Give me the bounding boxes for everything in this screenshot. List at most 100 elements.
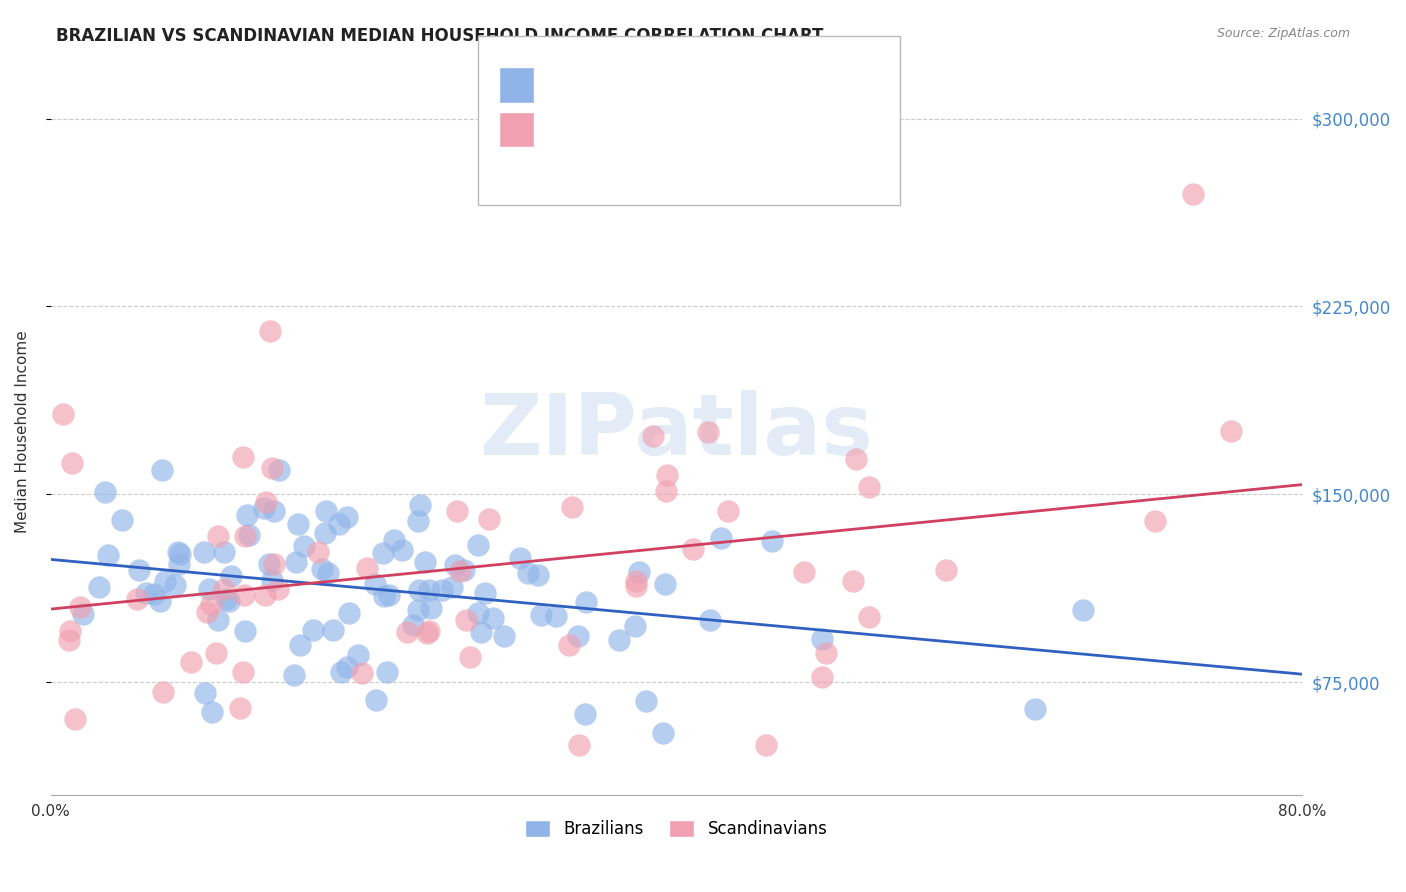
- Brazilians: [215, 591, 238, 606]
- Brazilians: [201, 706, 224, 720]
- Brazilians: [627, 565, 650, 579]
- Brazilians: [636, 694, 658, 708]
- Brazilians: [287, 517, 309, 532]
- Brazilians: [408, 583, 430, 598]
- Scandinavians: [696, 425, 718, 439]
- Scandinavians: [458, 649, 481, 664]
- Brazilians: [253, 501, 276, 516]
- Brazilians: [402, 618, 425, 632]
- Scandinavians: [58, 633, 80, 648]
- Scandinavians: [641, 429, 664, 443]
- Brazilians: [236, 508, 259, 522]
- Brazilians: [285, 555, 308, 569]
- Brazilians: [238, 528, 260, 542]
- Legend: Brazilians, Scandinavians: Brazilians, Scandinavians: [519, 813, 834, 845]
- Text: ZIPatlas: ZIPatlas: [479, 390, 873, 473]
- Scandinavians: [558, 638, 581, 652]
- Scandinavians: [655, 468, 678, 483]
- Scandinavians: [811, 670, 834, 684]
- Brazilians: [135, 586, 157, 600]
- Scandinavians: [478, 512, 501, 526]
- Brazilians: [406, 514, 429, 528]
- Scandinavians: [233, 529, 256, 543]
- Scandinavians: [416, 626, 439, 640]
- Brazilians: [221, 569, 243, 583]
- Scandinavians: [125, 591, 148, 606]
- Brazilians: [207, 613, 229, 627]
- Brazilians: [218, 593, 240, 607]
- Brazilians: [710, 532, 733, 546]
- Text: N =: N =: [668, 127, 716, 145]
- Brazilians: [167, 558, 190, 572]
- Scandinavians: [655, 484, 678, 499]
- Brazilians: [194, 685, 217, 699]
- Brazilians: [169, 547, 191, 561]
- Brazilians: [377, 588, 399, 602]
- Brazilians: [382, 533, 405, 547]
- Scandinavians: [842, 574, 865, 589]
- Scandinavians: [254, 495, 277, 509]
- Scandinavians: [858, 480, 880, 494]
- Brazilians: [406, 603, 429, 617]
- Scandinavians: [307, 545, 329, 559]
- Brazilians: [1071, 603, 1094, 617]
- Brazilians: [263, 504, 285, 518]
- Scandinavians: [65, 712, 87, 726]
- Brazilians: [453, 563, 475, 577]
- Brazilians: [72, 607, 94, 622]
- Scandinavians: [624, 579, 647, 593]
- Text: 0.188: 0.188: [598, 127, 650, 145]
- Brazilians: [391, 543, 413, 558]
- Brazilians: [347, 648, 370, 662]
- Brazilians: [163, 578, 186, 592]
- Scandinavians: [212, 582, 235, 596]
- Brazilians: [97, 548, 120, 562]
- Scandinavians: [59, 624, 82, 639]
- Brazilians: [167, 544, 190, 558]
- Brazilians: [335, 510, 357, 524]
- Text: R =: R =: [546, 127, 582, 145]
- Scandinavians: [207, 529, 229, 543]
- Brazilians: [364, 692, 387, 706]
- Brazilians: [467, 538, 489, 552]
- Scandinavians: [259, 325, 281, 339]
- Brazilians: [89, 580, 111, 594]
- Brazilians: [509, 551, 531, 566]
- Scandinavians: [561, 500, 583, 514]
- Brazilians: [443, 558, 465, 572]
- Brazilians: [761, 533, 783, 548]
- Brazilians: [143, 586, 166, 600]
- Brazilians: [302, 623, 325, 637]
- Scandinavians: [845, 452, 868, 467]
- Scandinavians: [60, 456, 83, 470]
- Brazilians: [128, 563, 150, 577]
- Scandinavians: [253, 588, 276, 602]
- Brazilians: [328, 516, 350, 531]
- Brazilians: [373, 589, 395, 603]
- Brazilians: [371, 546, 394, 560]
- Brazilians: [470, 624, 492, 639]
- Brazilians: [699, 613, 721, 627]
- Brazilians: [574, 707, 596, 722]
- Brazilians: [111, 513, 134, 527]
- Text: 59: 59: [717, 127, 740, 145]
- Scandinavians: [263, 557, 285, 571]
- Brazilians: [530, 607, 553, 622]
- Brazilians: [409, 498, 432, 512]
- Brazilians: [440, 580, 463, 594]
- Brazilians: [375, 665, 398, 679]
- Scandinavians: [568, 738, 591, 752]
- Brazilians: [364, 577, 387, 591]
- Y-axis label: Median Household Income: Median Household Income: [15, 330, 30, 533]
- Scandinavians: [180, 656, 202, 670]
- Scandinavians: [755, 738, 778, 752]
- Brazilians: [257, 558, 280, 572]
- Scandinavians: [418, 624, 440, 638]
- Scandinavians: [232, 450, 254, 464]
- Brazilians: [283, 668, 305, 682]
- Scandinavians: [205, 646, 228, 660]
- Scandinavians: [356, 561, 378, 575]
- Brazilians: [212, 545, 235, 559]
- Brazilians: [193, 545, 215, 559]
- Brazilians: [315, 504, 337, 518]
